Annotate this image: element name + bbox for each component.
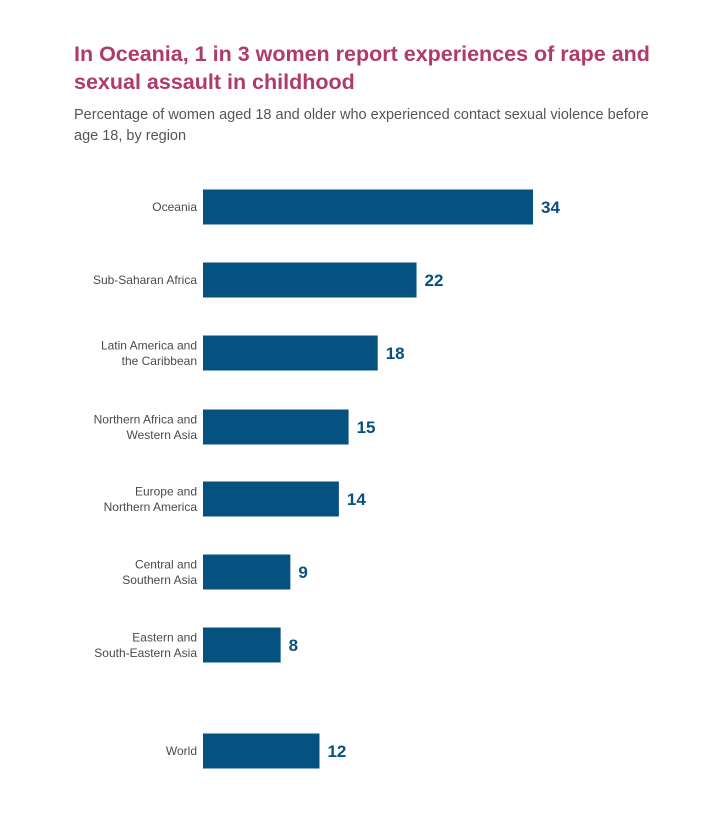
category-label-europe-and-northern-america: Europe and Northern America <box>104 484 198 514</box>
bar-sub-saharan-africa <box>203 262 417 298</box>
value-label-oceania: 34 <box>541 198 560 217</box>
bar-europe-and-northern-america <box>203 481 339 517</box>
category-label-latin-america-and-the-caribbean: Latin America and the Caribbean <box>101 338 197 368</box>
category-label-sub-saharan-africa: Sub-Saharan Africa <box>93 273 197 287</box>
category-label-central-and-southern-asia: Central and Southern Asia <box>122 557 197 587</box>
bar-central-and-southern-asia <box>203 554 291 590</box>
value-label-central-and-southern-asia: 9 <box>298 563 307 582</box>
bar-northern-africa-and-western-asia <box>203 409 349 445</box>
category-label-oceania: Oceania <box>152 200 197 214</box>
category-label-world: World <box>166 744 197 758</box>
value-label-latin-america-and-the-caribbean: 18 <box>386 344 405 363</box>
value-label-europe-and-northern-america: 14 <box>347 490 366 509</box>
bar-world <box>203 733 320 769</box>
category-label-eastern-and-south-eastern-asia: Eastern and South-Eastern Asia <box>94 630 197 660</box>
value-label-eastern-and-south-eastern-asia: 8 <box>289 636 298 655</box>
chart-title: In Oceania, 1 in 3 women report experien… <box>74 42 650 94</box>
chart-subtitle: Percentage of women aged 18 and older wh… <box>74 107 649 144</box>
category-label-northern-africa-and-western-asia: Northern Africa and Western Asia <box>94 412 198 442</box>
value-label-northern-africa-and-western-asia: 15 <box>357 418 376 437</box>
bar-eastern-and-south-eastern-asia <box>203 627 281 663</box>
bar-oceania <box>203 189 533 225</box>
value-label-world: 12 <box>327 742 346 761</box>
value-label-sub-saharan-africa: 22 <box>425 271 444 290</box>
bar-latin-america-and-the-caribbean <box>203 335 378 371</box>
